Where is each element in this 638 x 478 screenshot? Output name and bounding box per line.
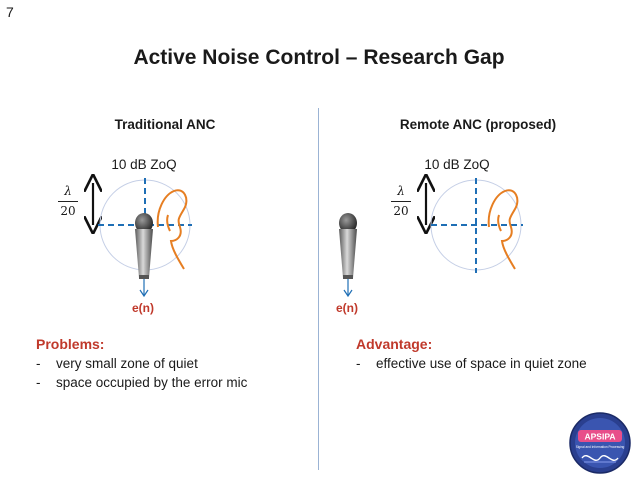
problems-heading: Problems: xyxy=(36,336,105,352)
advantage-list: - effective use of space in quiet zone xyxy=(356,354,587,373)
left-error-microphone xyxy=(135,213,153,279)
bullet-dash: - xyxy=(356,356,361,371)
slide-title: Active Noise Control – Research Gap xyxy=(133,46,505,69)
right-zoq-label: 10 dB ZoQ xyxy=(424,157,490,172)
right-lambda-fraction: λ 20 xyxy=(389,184,413,219)
apsipa-logo: APSIPA Signal and Information Processing xyxy=(569,412,631,474)
right-lambda-numerator: λ xyxy=(397,184,405,198)
problems-list: - very small zone of quiet - space occupie… xyxy=(36,354,247,392)
right-fraction-bar xyxy=(391,201,411,202)
left-fraction-bar xyxy=(58,201,78,202)
list-item: - effective use of space in quiet zone xyxy=(356,356,587,371)
left-lambda-fraction: λ 20 xyxy=(56,184,80,219)
column-divider xyxy=(318,108,319,470)
remote-anc-heading: Remote ANC (proposed) xyxy=(399,117,557,132)
left-lambda-numerator: λ xyxy=(64,184,72,198)
left-zoq-label: 10 dB ZoQ xyxy=(111,157,177,172)
traditional-anc-diagram xyxy=(80,175,192,298)
right-ear xyxy=(487,189,519,270)
right-lambda-denominator: 20 xyxy=(393,204,409,218)
list-item: - very small zone of quiet xyxy=(36,356,198,371)
left-ear xyxy=(156,189,188,270)
slide-number: 7 xyxy=(6,4,14,20)
bullet-dash: - xyxy=(36,356,41,371)
bullet-dash: - xyxy=(36,375,41,390)
remote-error-signal-label: e(n) xyxy=(336,301,358,315)
logo-subtitle: Signal and Information Processing xyxy=(576,445,625,449)
advantage-heading: Advantage: xyxy=(356,336,433,352)
logo-text: APSIPA xyxy=(584,432,615,442)
list-item: - space occupied by the error mic xyxy=(36,375,248,390)
traditional-anc-heading: Traditional ANC xyxy=(114,117,216,132)
left-error-signal-label: e(n) xyxy=(132,301,154,315)
remote-error-microphone xyxy=(339,213,357,298)
left-lambda-denominator: 20 xyxy=(60,204,76,218)
remote-anc-diagram xyxy=(412,175,523,273)
